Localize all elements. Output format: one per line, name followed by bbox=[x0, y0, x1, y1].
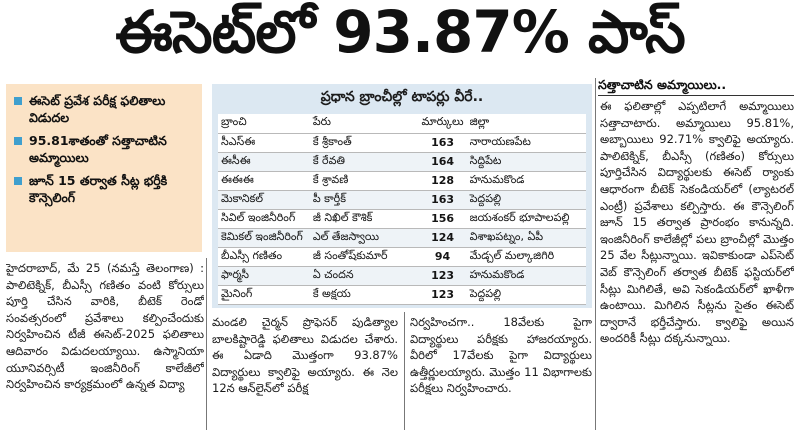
highlights-box: ఈసెట్ ప్రవేశ పరీక్ష ఫలితాలు విడుదల 95.81… bbox=[6, 84, 202, 252]
cell-marks: 163 bbox=[418, 133, 467, 153]
cell-marks: 123 bbox=[418, 266, 467, 286]
cell-branch: ఈఈఈ bbox=[218, 171, 310, 191]
highlight-text: ఈసెట్ ప్రవేశ పరీక్ష ఫలితాలు విడుదల bbox=[29, 93, 166, 125]
header-district: జిల్లా bbox=[466, 114, 586, 134]
cell-branch: కెమికల్ ఇంజినీరింగ్ bbox=[218, 228, 310, 248]
cell-branch: సీఎస్ఈ bbox=[218, 133, 310, 153]
highlight-item: 95.81శాతంతో సత్తాచాటిన అమ్మాయిలు bbox=[14, 132, 196, 166]
cell-district: విశాఖపట్నం, ఏపీ bbox=[466, 228, 586, 248]
table-row: ఈసీఈ కే రేవతి 164 సిద్దిపేట bbox=[218, 152, 586, 172]
table-header-row: బ్రాంచి పేరు మార్కులు జిల్లా bbox=[218, 114, 586, 134]
cell-name: పీ కార్తీక్ bbox=[309, 190, 419, 210]
cell-marks: 124 bbox=[418, 228, 467, 248]
cell-name: కే శ్రావణి bbox=[309, 171, 419, 191]
table-row: బీఎస్సీ గణితం జీ సంతోష్‌కుమార్ 94 మేడ్చల్ మ… bbox=[218, 247, 586, 267]
header-marks: మార్కులు bbox=[418, 114, 467, 134]
header-name: పేరు bbox=[309, 114, 419, 134]
article-column-right: ఈ ఫలితాల్లో ఎప్పటిలాగే అమ్మాయిలు సత్తాచా… bbox=[600, 99, 794, 346]
subheading: సత్తాచాటిన అమ్మాయిలు.. bbox=[598, 76, 794, 96]
cell-branch: ఫార్మసీ bbox=[218, 266, 310, 286]
cell-marks: 123 bbox=[418, 285, 467, 305]
cell-district: పెద్దపల్లి bbox=[466, 285, 586, 305]
bullet-square-icon bbox=[14, 137, 22, 145]
table-row: సీఎస్ఈ కే శ్రీకాంత్ 163 నారాయణపేట bbox=[218, 133, 586, 153]
cell-name: జీ సంతోష్‌కుమార్ bbox=[309, 247, 419, 267]
headline: ఈసెట్‌లో 93.87% పాస్ bbox=[115, 0, 686, 66]
cell-name: కే శ్రీకాంత్ bbox=[309, 133, 419, 153]
cell-district: సిద్దిపేట bbox=[466, 152, 586, 172]
cell-district: మేడ్చల్ మల్కాజిగిరి bbox=[466, 247, 586, 267]
highlight-item: ఈసెట్ ప్రవేశ పరీక్ష ఫలితాలు విడుదల bbox=[14, 92, 196, 126]
cell-branch: బీఎస్సీ గణితం bbox=[218, 247, 310, 267]
bullet-square-icon bbox=[14, 97, 22, 105]
column-divider bbox=[206, 258, 207, 430]
toppers-box: ప్రధాన బ్రాంచీల్లో టాపర్లు వీరే.. బ్రాంచ… bbox=[212, 84, 592, 308]
highlight-item: జూన్ 15 తర్వాత సీట్ల భర్తీకి కౌన్సెలింగ్ bbox=[14, 172, 196, 206]
table-row: మైనింగ్ కే అక్షయ 123 పెద్దపల్లి bbox=[218, 285, 586, 305]
cell-district: పెద్దపల్లి bbox=[466, 190, 586, 210]
column-divider bbox=[404, 312, 405, 430]
table-row: ఫార్మసీ ఏ చందన 123 హనుమకొండ bbox=[218, 266, 586, 286]
toppers-table: బ్రాంచి పేరు మార్కులు జిల్లా సీఎస్ఈ కే శ్… bbox=[218, 114, 586, 305]
cell-marks: 128 bbox=[418, 171, 467, 191]
cell-branch: సివిల్ ఇంజినీరింగ్ bbox=[218, 209, 310, 229]
cell-name: కే అక్షయ bbox=[309, 285, 419, 305]
cell-marks: 94 bbox=[418, 247, 467, 267]
cell-district: హనుమకొండ bbox=[466, 171, 586, 191]
cell-name: ఏ చందన bbox=[309, 266, 419, 286]
bullet-square-icon bbox=[14, 177, 22, 185]
cell-branch: మెకానికల్ bbox=[218, 190, 310, 210]
toppers-title: ప్రధాన బ్రాంచీల్లో టాపర్లు వీరే.. bbox=[320, 89, 484, 105]
cell-name: జీ నిఖిల్ కౌశిక్ bbox=[309, 209, 419, 229]
highlight-text: జూన్ 15 తర్వాత సీట్ల భర్తీకి కౌన్సెలింగ్ bbox=[29, 173, 168, 205]
cell-branch: ఈసీఈ bbox=[218, 152, 310, 172]
cell-district: నారాయణపేట bbox=[466, 133, 586, 153]
cell-name: కే రేవతి bbox=[309, 152, 419, 172]
cell-name: ఎల్ తేజస్వాయి bbox=[309, 228, 419, 248]
table-row: సివిల్ ఇంజినీరింగ్ జీ నిఖిల్ కౌశిక్ 156 జయశ… bbox=[218, 209, 586, 229]
cell-marks: 163 bbox=[418, 190, 467, 210]
cell-district: జయశంకర్ భూపాలపల్లి bbox=[466, 209, 586, 229]
highlight-text: 95.81శాతంతో సత్తాచాటిన అమ్మాయిలు bbox=[29, 133, 167, 165]
header-branch: బ్రాంచి bbox=[218, 114, 310, 134]
table-row: మెకానికల్ పీ కార్తీక్ 163 పెద్దపల్లి bbox=[218, 190, 586, 210]
article-column-left: హైదరాబాద్, మే 25 (నమస్తే తెలంగాణ) : పాలి… bbox=[6, 261, 204, 392]
article-column-middle-1: మండలి చైర్మన్ ప్రొఫెసర్ పుడిత్యాల బాలకిష… bbox=[212, 315, 398, 396]
table-row: ఈఈఈ కే శ్రావణి 128 హనుమకొండ bbox=[218, 171, 586, 191]
cell-marks: 156 bbox=[418, 209, 467, 229]
article-column-middle-2: నిర్వహించగా.. 18వేలకు పైగా విద్యార్థులు … bbox=[410, 315, 592, 396]
cell-marks: 164 bbox=[418, 152, 467, 172]
table-row: కెమికల్ ఇంజినీరింగ్ ఎల్ తేజస్వాయి 124 విశాఖ… bbox=[218, 228, 586, 248]
cell-branch: మైనింగ్ bbox=[218, 285, 310, 305]
column-divider bbox=[595, 78, 596, 430]
cell-district: హనుమకొండ bbox=[466, 266, 586, 286]
